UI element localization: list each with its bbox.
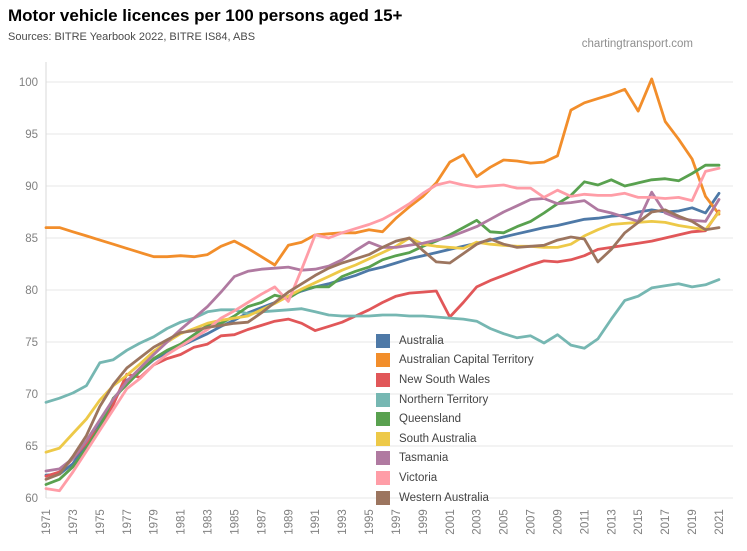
legend-swatch-icon <box>376 470 390 485</box>
x-tick-label-1997: 1997 <box>391 509 403 535</box>
legend-swatch-icon <box>376 392 390 407</box>
y-tick-label-90: 90 <box>25 181 38 193</box>
legend-item-south-australia[interactable]: South Australia <box>376 429 534 449</box>
y-tick-label-100: 100 <box>19 77 38 89</box>
x-tick-label-2015: 2015 <box>633 509 645 535</box>
x-tick-label-1971: 1971 <box>41 509 53 535</box>
x-tick-label-1989: 1989 <box>283 509 295 535</box>
legend-label: South Australia <box>399 432 477 445</box>
legend-item-australian-capital-territory[interactable]: Australian Capital Territory <box>376 351 534 371</box>
x-tick-label-1977: 1977 <box>122 509 134 535</box>
watermark-link[interactable]: chartingtransport.com <box>581 38 693 50</box>
legend-swatch-icon <box>376 372 390 387</box>
legend-item-australia[interactable]: Australia <box>376 331 534 351</box>
series-line-queensland[interactable] <box>44 163 721 486</box>
legend-label: Tasmania <box>399 452 449 465</box>
y-tick-label-70: 70 <box>25 389 38 401</box>
x-tick-label-1987: 1987 <box>256 509 268 535</box>
legend-swatch-icon <box>376 412 390 427</box>
y-tick-label-65: 65 <box>25 441 38 453</box>
series-line-victoria[interactable] <box>44 166 721 493</box>
legend-swatch-icon <box>376 431 390 446</box>
chart-title: Motor vehicle licences per 100 persons a… <box>8 6 403 25</box>
x-tick-label-1985: 1985 <box>229 509 241 535</box>
series-line-australian-capital-territory[interactable] <box>44 77 721 267</box>
x-tick-label-2013: 2013 <box>606 509 618 535</box>
chart-subtitle: Sources: BITRE Yearbook 2022, BITRE IS84… <box>8 31 256 43</box>
x-tick-label-2003: 2003 <box>472 509 484 535</box>
legend-swatch-icon <box>376 490 390 505</box>
y-tick-label-85: 85 <box>25 233 38 245</box>
legend-label: New South Wales <box>399 373 490 386</box>
x-tick-label-2007: 2007 <box>526 509 538 535</box>
x-tick-label-2017: 2017 <box>660 509 672 535</box>
x-tick-label-1983: 1983 <box>203 509 215 535</box>
legend-swatch-icon <box>376 353 390 368</box>
x-tick-label-1999: 1999 <box>418 509 430 535</box>
x-tick-label-1981: 1981 <box>176 509 188 535</box>
y-tick-label-75: 75 <box>25 337 38 349</box>
legend-label: Queensland <box>399 413 462 426</box>
series-line-western-australia[interactable] <box>44 208 721 481</box>
y-tick-label-95: 95 <box>25 129 38 141</box>
series-line-northern-territory[interactable] <box>44 278 721 404</box>
y-tick-label-60: 60 <box>25 493 38 505</box>
series-line-south-australia[interactable] <box>44 210 721 454</box>
x-tick-label-2011: 2011 <box>579 510 591 535</box>
x-tick-label-2021: 2021 <box>714 509 726 535</box>
legend-swatch-icon <box>376 451 390 466</box>
x-tick-label-2009: 2009 <box>552 509 564 535</box>
legend-label: Western Australia <box>399 491 489 504</box>
legend-label: Australia <box>399 334 444 347</box>
x-tick-label-1991: 1991 <box>310 509 322 535</box>
legend-item-northern-territory[interactable]: Northern Territory <box>376 390 534 410</box>
x-tick-label-2005: 2005 <box>499 509 511 535</box>
legend-item-new-south-wales[interactable]: New South Wales <box>376 370 534 390</box>
legend-swatch-icon <box>376 333 390 348</box>
y-tick-label-80: 80 <box>25 285 38 297</box>
x-tick-label-1993: 1993 <box>337 509 349 535</box>
legend-item-tasmania[interactable]: Tasmania <box>376 449 534 469</box>
x-tick-label-2001: 2001 <box>445 509 457 535</box>
legend: Australia Australian Capital Territory New… <box>376 331 534 507</box>
legend-item-queensland[interactable]: Queensland <box>376 409 534 429</box>
x-tick-label-1973: 1973 <box>68 509 80 535</box>
legend-label: Victoria <box>399 471 438 484</box>
legend-label: Northern Territory <box>399 393 489 406</box>
legend-item-western-australia[interactable]: Western Australia <box>376 488 534 508</box>
legend-item-victoria[interactable]: Victoria <box>376 468 534 488</box>
x-tick-label-1975: 1975 <box>95 509 107 535</box>
x-tick-label-1995: 1995 <box>364 509 376 535</box>
x-tick-label-2019: 2019 <box>687 509 699 535</box>
legend-label: Australian Capital Territory <box>399 354 534 367</box>
x-tick-label-1979: 1979 <box>149 509 161 535</box>
